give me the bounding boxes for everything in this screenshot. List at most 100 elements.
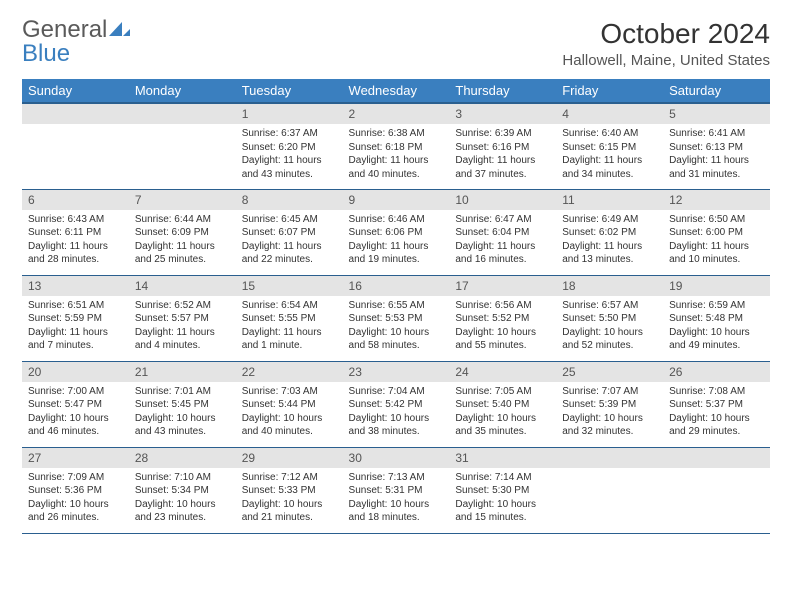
day-info-line: Daylight: 11 hours and 7 minutes. (28, 326, 123, 353)
day-info: Sunrise: 6:50 AMSunset: 6:00 PMDaylight:… (663, 210, 770, 271)
day-info-line: Sunset: 5:34 PM (135, 484, 230, 498)
location: Hallowell, Maine, United States (562, 52, 770, 69)
day-info-line: Sunrise: 6:51 AM (28, 299, 123, 313)
day-info: Sunrise: 6:55 AMSunset: 5:53 PMDaylight:… (343, 296, 450, 357)
day-info-line: Sunset: 6:07 PM (242, 226, 337, 240)
day-info: Sunrise: 6:52 AMSunset: 5:57 PMDaylight:… (129, 296, 236, 357)
day-info-line: Sunrise: 6:54 AM (242, 299, 337, 313)
day-number: 27 (22, 448, 129, 468)
day-info-line: Daylight: 10 hours and 15 minutes. (455, 498, 550, 525)
day-info-line: Sunrise: 6:56 AM (455, 299, 550, 313)
day-number: 5 (663, 104, 770, 124)
day-number: 10 (449, 190, 556, 210)
day-number: 16 (343, 276, 450, 296)
day-info-line: Sunrise: 7:13 AM (349, 471, 444, 485)
day-info: Sunrise: 7:04 AMSunset: 5:42 PMDaylight:… (343, 382, 450, 443)
day-info-line: Sunrise: 7:12 AM (242, 471, 337, 485)
day-info: Sunrise: 7:03 AMSunset: 5:44 PMDaylight:… (236, 382, 343, 443)
day-info-line: Daylight: 10 hours and 49 minutes. (669, 326, 764, 353)
day-cell: 7Sunrise: 6:44 AMSunset: 6:09 PMDaylight… (129, 189, 236, 275)
day-info-line: Daylight: 11 hours and 10 minutes. (669, 240, 764, 267)
day-cell: 6Sunrise: 6:43 AMSunset: 6:11 PMDaylight… (22, 189, 129, 275)
sail-icon (109, 18, 131, 42)
day-number (22, 104, 129, 124)
week-row: 20Sunrise: 7:00 AMSunset: 5:47 PMDayligh… (22, 361, 770, 447)
day-cell: 19Sunrise: 6:59 AMSunset: 5:48 PMDayligh… (663, 275, 770, 361)
day-info-line: Daylight: 10 hours and 32 minutes. (562, 412, 657, 439)
day-number: 25 (556, 362, 663, 382)
day-info-line: Sunrise: 6:59 AM (669, 299, 764, 313)
day-info: Sunrise: 6:47 AMSunset: 6:04 PMDaylight:… (449, 210, 556, 271)
day-info-line: Daylight: 11 hours and 31 minutes. (669, 154, 764, 181)
day-info: Sunrise: 7:00 AMSunset: 5:47 PMDaylight:… (22, 382, 129, 443)
day-info-line: Daylight: 11 hours and 22 minutes. (242, 240, 337, 267)
day-info-line: Daylight: 10 hours and 18 minutes. (349, 498, 444, 525)
day-cell: 12Sunrise: 6:50 AMSunset: 6:00 PMDayligh… (663, 189, 770, 275)
day-info-line: Sunrise: 6:45 AM (242, 213, 337, 227)
day-cell: 30Sunrise: 7:13 AMSunset: 5:31 PMDayligh… (343, 447, 450, 533)
day-info-line: Daylight: 11 hours and 25 minutes. (135, 240, 230, 267)
brand-text-blue: Blue (22, 40, 70, 67)
day-number: 22 (236, 362, 343, 382)
day-cell: 9Sunrise: 6:46 AMSunset: 6:06 PMDaylight… (343, 189, 450, 275)
day-info-line: Sunrise: 7:07 AM (562, 385, 657, 399)
day-number: 23 (343, 362, 450, 382)
day-info-line: Daylight: 10 hours and 55 minutes. (455, 326, 550, 353)
day-info-line: Daylight: 10 hours and 23 minutes. (135, 498, 230, 525)
day-info-line: Sunrise: 6:43 AM (28, 213, 123, 227)
day-info: Sunrise: 6:54 AMSunset: 5:55 PMDaylight:… (236, 296, 343, 357)
day-info: Sunrise: 6:57 AMSunset: 5:50 PMDaylight:… (556, 296, 663, 357)
day-info: Sunrise: 7:14 AMSunset: 5:30 PMDaylight:… (449, 468, 556, 529)
day-info-line: Sunset: 5:53 PM (349, 312, 444, 326)
day-info-line: Daylight: 11 hours and 4 minutes. (135, 326, 230, 353)
day-info-line: Daylight: 11 hours and 19 minutes. (349, 240, 444, 267)
day-info-line: Daylight: 11 hours and 37 minutes. (455, 154, 550, 181)
day-number: 14 (129, 276, 236, 296)
day-info: Sunrise: 7:05 AMSunset: 5:40 PMDaylight:… (449, 382, 556, 443)
day-cell: 20Sunrise: 7:00 AMSunset: 5:47 PMDayligh… (22, 361, 129, 447)
day-number: 3 (449, 104, 556, 124)
day-info-line: Sunrise: 7:00 AM (28, 385, 123, 399)
day-info-line: Daylight: 11 hours and 28 minutes. (28, 240, 123, 267)
header: GeneralBlue October 2024 Hallowell, Main… (22, 18, 770, 69)
day-cell: 15Sunrise: 6:54 AMSunset: 5:55 PMDayligh… (236, 275, 343, 361)
brand-logo: GeneralBlue (22, 18, 131, 66)
day-number: 15 (236, 276, 343, 296)
day-number: 24 (449, 362, 556, 382)
day-info-line: Sunset: 5:33 PM (242, 484, 337, 498)
week-row: 1Sunrise: 6:37 AMSunset: 6:20 PMDaylight… (22, 103, 770, 189)
day-info-line: Sunrise: 6:47 AM (455, 213, 550, 227)
day-number: 4 (556, 104, 663, 124)
day-info-line: Sunrise: 7:10 AM (135, 471, 230, 485)
day-number: 7 (129, 190, 236, 210)
day-info-line: Sunset: 5:48 PM (669, 312, 764, 326)
day-cell: 27Sunrise: 7:09 AMSunset: 5:36 PMDayligh… (22, 447, 129, 533)
day-header: Sunday (22, 79, 129, 103)
day-info-line: Sunset: 5:30 PM (455, 484, 550, 498)
day-cell: 23Sunrise: 7:04 AMSunset: 5:42 PMDayligh… (343, 361, 450, 447)
day-number: 30 (343, 448, 450, 468)
day-info: Sunrise: 6:59 AMSunset: 5:48 PMDaylight:… (663, 296, 770, 357)
day-info: Sunrise: 6:44 AMSunset: 6:09 PMDaylight:… (129, 210, 236, 271)
month-title: October 2024 (562, 18, 770, 50)
day-info-line: Daylight: 10 hours and 46 minutes. (28, 412, 123, 439)
day-number: 1 (236, 104, 343, 124)
day-info-line: Sunset: 6:18 PM (349, 141, 444, 155)
day-info-line: Sunrise: 6:49 AM (562, 213, 657, 227)
day-cell: 11Sunrise: 6:49 AMSunset: 6:02 PMDayligh… (556, 189, 663, 275)
day-info: Sunrise: 7:01 AMSunset: 5:45 PMDaylight:… (129, 382, 236, 443)
day-info-line: Sunrise: 6:57 AM (562, 299, 657, 313)
day-cell: 29Sunrise: 7:12 AMSunset: 5:33 PMDayligh… (236, 447, 343, 533)
day-number: 19 (663, 276, 770, 296)
day-info-line: Daylight: 11 hours and 34 minutes. (562, 154, 657, 181)
day-info-line: Sunrise: 7:09 AM (28, 471, 123, 485)
day-cell: 16Sunrise: 6:55 AMSunset: 5:53 PMDayligh… (343, 275, 450, 361)
day-info-line: Sunset: 6:04 PM (455, 226, 550, 240)
day-info-line: Sunrise: 6:50 AM (669, 213, 764, 227)
day-info-line: Sunset: 5:57 PM (135, 312, 230, 326)
day-number: 17 (449, 276, 556, 296)
day-cell: 24Sunrise: 7:05 AMSunset: 5:40 PMDayligh… (449, 361, 556, 447)
calendar-table: Sunday Monday Tuesday Wednesday Thursday… (22, 79, 770, 534)
day-info-line: Daylight: 10 hours and 58 minutes. (349, 326, 444, 353)
day-info: Sunrise: 6:56 AMSunset: 5:52 PMDaylight:… (449, 296, 556, 357)
